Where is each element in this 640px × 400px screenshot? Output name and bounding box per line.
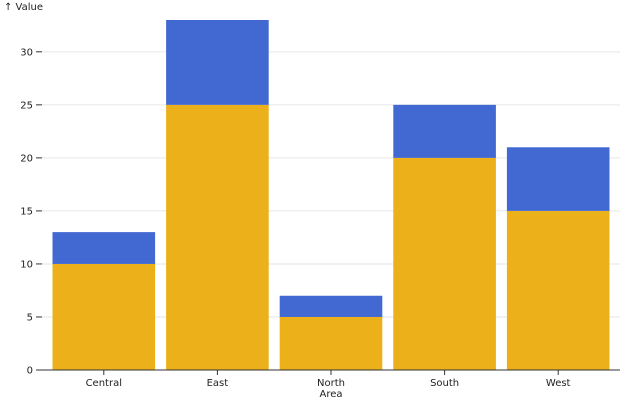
y-axis: 0 5 10 15 20 25 30 [20,47,42,377]
x-axis: Central East North Area South West [36,369,620,400]
x-tick-label: South [430,378,459,389]
bar-segment [279,316,383,370]
y-tick-label: 0 [27,366,33,377]
x-tick-label: East [207,378,229,389]
x-tick-label: West [546,378,571,389]
y-tick-label: 15 [20,206,33,217]
x-tick-label-line: West [546,378,571,389]
y-tick-label: 30 [20,47,33,58]
y-tick-label: 25 [20,100,33,111]
bar-segment [506,147,610,211]
bar-segment [279,295,383,317]
x-tick-label: Central [86,378,122,389]
y-axis-title: ↑ Value [4,2,43,13]
x-tick-label-line: North [317,378,345,389]
x-tick-label-line: East [207,378,229,389]
y-tick-label: 10 [20,259,33,270]
bar-segment [166,104,269,371]
y-tick-label: 20 [20,153,33,164]
bar-segment [52,263,156,370]
x-tick-label-line: South [430,378,459,389]
bar-segment [166,20,269,105]
x-tick-label-line: Area [319,389,342,400]
bar-segment [52,232,156,264]
x-tick-label-line: Central [86,378,122,389]
bar-segment [393,157,496,370]
x-tick-label: North Area [317,378,345,400]
bar-segment [393,104,496,158]
y-tick-label: 5 [27,312,33,323]
bar-segment [506,210,610,370]
bars [52,20,610,371]
